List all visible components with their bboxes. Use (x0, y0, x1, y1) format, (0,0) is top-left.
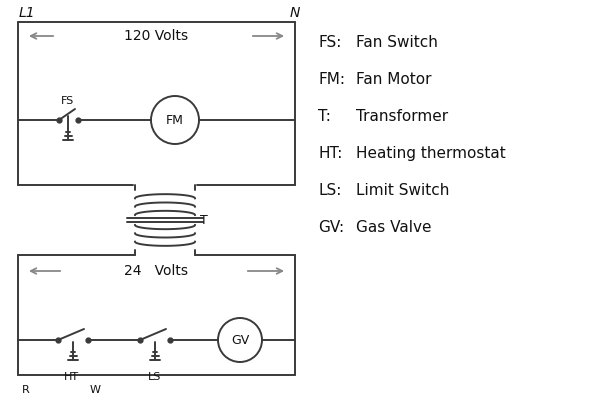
Text: N: N (290, 6, 300, 20)
Text: LS:: LS: (318, 183, 342, 198)
Text: 24   Volts: 24 Volts (124, 264, 188, 278)
Text: Heating thermostat: Heating thermostat (356, 146, 506, 161)
Text: FM:: FM: (318, 72, 345, 87)
Text: FS: FS (61, 96, 74, 106)
Text: Transformer: Transformer (356, 109, 448, 124)
Text: T:: T: (318, 109, 331, 124)
Text: Fan Motor: Fan Motor (356, 72, 431, 87)
Text: LS: LS (148, 372, 162, 382)
Text: R: R (22, 385, 30, 395)
Text: GV:: GV: (318, 220, 344, 235)
Text: HT:: HT: (318, 146, 342, 161)
Text: Limit Switch: Limit Switch (356, 183, 450, 198)
Text: Fan Switch: Fan Switch (356, 35, 438, 50)
Text: T: T (200, 214, 208, 226)
Text: 120 Volts: 120 Volts (124, 29, 189, 43)
Text: FS:: FS: (318, 35, 342, 50)
Text: GV: GV (231, 334, 249, 346)
Text: L1: L1 (19, 6, 35, 20)
Text: Gas Valve: Gas Valve (356, 220, 431, 235)
Text: HT: HT (64, 372, 78, 382)
Text: FM: FM (166, 114, 184, 126)
Text: W: W (90, 385, 101, 395)
